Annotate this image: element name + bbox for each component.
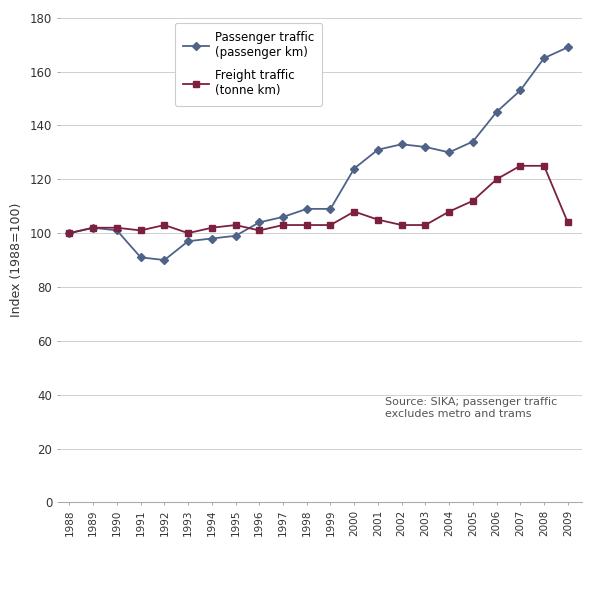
Passenger traffic
(passenger km) [66,229,73,236]
Freight traffic
(tonne km) [66,229,73,236]
Passenger traffic
(passenger km) [350,165,358,172]
Freight traffic
(tonne km) [422,222,429,229]
Freight traffic
(tonne km) [564,219,571,226]
Freight traffic
(tonne km) [303,222,310,229]
Freight traffic
(tonne km) [446,208,453,215]
Freight traffic
(tonne km) [280,222,287,229]
Freight traffic
(tonne km) [185,229,192,236]
Passenger traffic
(passenger km) [303,205,310,212]
Passenger traffic
(passenger km) [517,87,524,94]
Passenger traffic
(passenger km) [137,254,144,261]
Passenger traffic
(passenger km) [469,138,476,145]
Passenger traffic
(passenger km) [398,141,405,148]
Passenger traffic
(passenger km) [89,224,97,231]
Freight traffic
(tonne km) [541,163,548,170]
Freight traffic
(tonne km) [469,197,476,204]
Freight traffic
(tonne km) [161,222,168,229]
Freight traffic
(tonne km) [113,224,121,231]
Freight traffic
(tonne km) [137,227,144,234]
Passenger traffic
(passenger km) [185,238,192,245]
Passenger traffic
(passenger km) [541,54,548,61]
Passenger traffic
(passenger km) [208,235,215,242]
Passenger traffic
(passenger km) [232,232,239,239]
Text: Source: SIKA; passenger traffic
excludes metro and trams: Source: SIKA; passenger traffic excludes… [385,397,557,419]
Freight traffic
(tonne km) [374,216,382,223]
Passenger traffic
(passenger km) [374,146,382,153]
Freight traffic
(tonne km) [256,227,263,234]
Legend: Passenger traffic
(passenger km), Freight traffic
(tonne km): Passenger traffic (passenger km), Freigh… [175,22,322,106]
Line: Passenger traffic
(passenger km): Passenger traffic (passenger km) [67,44,571,263]
Passenger traffic
(passenger km) [446,149,453,156]
Passenger traffic
(passenger km) [564,44,571,51]
Line: Freight traffic
(tonne km): Freight traffic (tonne km) [67,163,571,236]
Freight traffic
(tonne km) [517,163,524,170]
Passenger traffic
(passenger km) [422,144,429,151]
Freight traffic
(tonne km) [327,222,334,229]
Freight traffic
(tonne km) [208,224,215,231]
Passenger traffic
(passenger km) [280,213,287,220]
Passenger traffic
(passenger km) [327,205,334,212]
Passenger traffic
(passenger km) [161,256,168,264]
Passenger traffic
(passenger km) [256,219,263,226]
Passenger traffic
(passenger km) [113,227,121,234]
Freight traffic
(tonne km) [398,222,405,229]
Freight traffic
(tonne km) [350,208,358,215]
Y-axis label: Index (1988=100): Index (1988=100) [10,203,23,317]
Freight traffic
(tonne km) [89,224,97,231]
Freight traffic
(tonne km) [493,176,500,183]
Passenger traffic
(passenger km) [493,108,500,115]
Freight traffic
(tonne km) [232,222,239,229]
